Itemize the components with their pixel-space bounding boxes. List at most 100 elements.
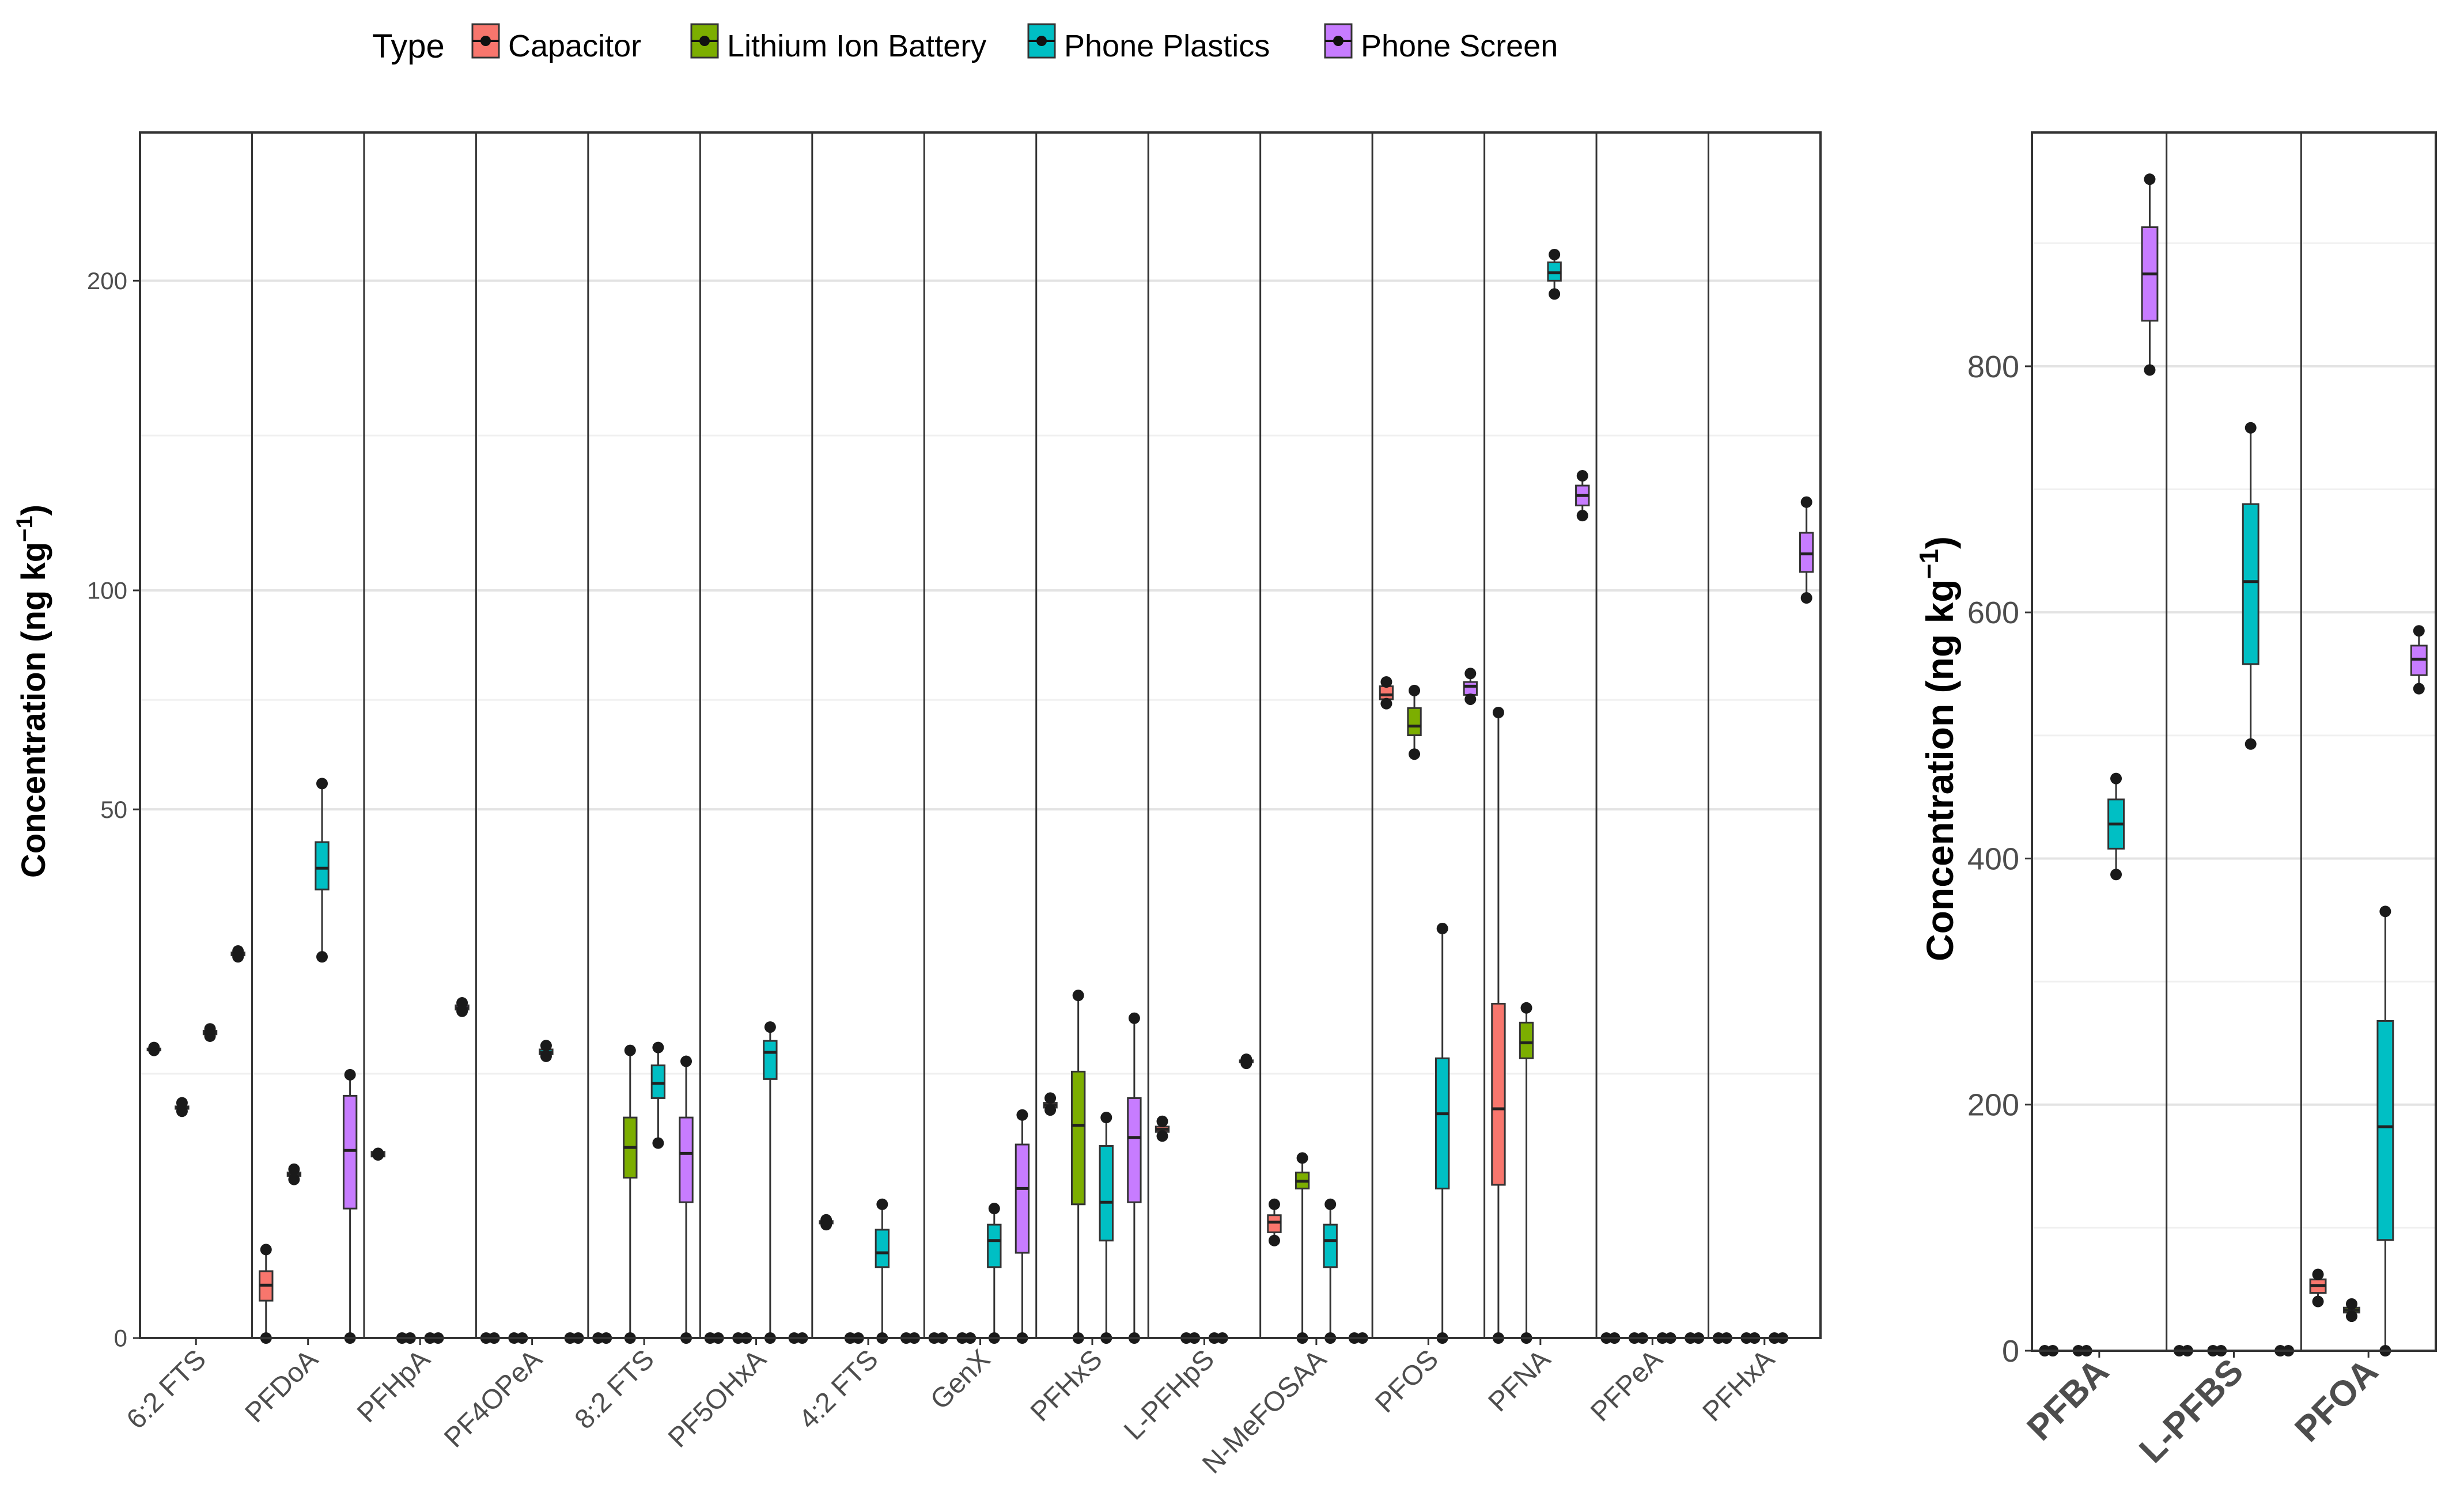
x-tick-label-8-2-fts: 8:2 FTS bbox=[569, 1344, 660, 1435]
data-point bbox=[176, 1105, 188, 1117]
data-point bbox=[316, 778, 328, 790]
box-body bbox=[1267, 1214, 1282, 1233]
box-l-pfhps-phone-screen bbox=[1239, 1054, 1254, 1070]
plot-background bbox=[2032, 132, 2436, 1351]
legend-key-point bbox=[699, 36, 710, 46]
y-axis-title-right-sup: −1 bbox=[1914, 549, 1944, 579]
box-body bbox=[650, 1064, 666, 1099]
data-point bbox=[316, 951, 328, 963]
box-pfba-phone-plastics bbox=[2107, 772, 2125, 881]
box-pfoa-lithium-ion-battery bbox=[2343, 1298, 2360, 1322]
box-8-2-fts-phone-plastics bbox=[650, 1041, 666, 1149]
box-pfdoa-capacitor bbox=[259, 1244, 274, 1344]
box-body bbox=[1070, 1070, 1086, 1206]
data-point bbox=[1268, 1198, 1280, 1210]
data-point bbox=[1576, 470, 1588, 482]
x-tick-label-l-pfhps: L-PFHpS bbox=[1118, 1344, 1220, 1446]
data-point bbox=[1464, 668, 1477, 680]
box-pfna-lithium-ion-battery bbox=[1519, 1002, 1534, 1344]
data-point bbox=[1044, 1104, 1057, 1116]
x-tick-label-pfpea: PFPeA bbox=[1585, 1344, 1668, 1427]
box-8-2-fts-lithium-ion-battery bbox=[623, 1044, 638, 1344]
box-pfna-phone-screen bbox=[1575, 470, 1590, 522]
data-point bbox=[372, 1147, 384, 1159]
right-panel: 0 200 400 600 800 PFBA L-PFBS PFOA bbox=[1967, 131, 2437, 1471]
box-body bbox=[2376, 1020, 2394, 1241]
x-tick-label-pfhxa: PFHxA bbox=[1697, 1344, 1781, 1427]
data-point bbox=[1016, 1109, 1028, 1121]
data-point bbox=[764, 1021, 776, 1033]
data-point bbox=[2312, 1295, 2324, 1308]
y-tick-label: 0 bbox=[2002, 1334, 2019, 1369]
x-tick-label-pfhpa: PFHpA bbox=[351, 1344, 436, 1428]
data-point bbox=[148, 1041, 160, 1054]
data-point bbox=[2144, 364, 2156, 376]
y-tick-label: 0 bbox=[114, 1325, 127, 1352]
data-point bbox=[1409, 748, 1421, 760]
box-8-2-fts-phone-screen bbox=[679, 1055, 694, 1344]
data-point bbox=[2245, 738, 2257, 750]
data-point bbox=[456, 1005, 468, 1017]
box-4-2-fts-phone-plastics bbox=[875, 1198, 890, 1344]
data-point bbox=[2379, 905, 2391, 918]
x-tick-label-6-2-fts: 6:2 FTS bbox=[121, 1344, 212, 1435]
data-point bbox=[1156, 1130, 1168, 1142]
box-body bbox=[1323, 1223, 1338, 1268]
data-point bbox=[260, 1244, 272, 1256]
data-point bbox=[1156, 1115, 1168, 1127]
box-body bbox=[679, 1116, 694, 1203]
box-pfos-phone-plastics bbox=[1435, 923, 1450, 1344]
box-pfdoa-phone-screen bbox=[342, 1068, 358, 1344]
legend-label-phone-plastics: Phone Plastics bbox=[1064, 29, 1270, 63]
data-point bbox=[1549, 288, 1561, 300]
data-point bbox=[2245, 422, 2257, 434]
x-tick-label-pfdoa: PFDoA bbox=[240, 1344, 324, 1428]
x-tick-label-pfna: PFNA bbox=[1483, 1344, 1557, 1418]
box-body bbox=[1407, 707, 1422, 737]
box-pfos-phone-screen bbox=[1463, 668, 1478, 705]
y-tick-label: 400 bbox=[1967, 842, 2019, 876]
box-pfhpa-capacitor bbox=[370, 1147, 385, 1161]
box-body bbox=[1519, 1021, 1534, 1059]
data-point bbox=[1464, 693, 1477, 705]
y-axis-title-left-main: Concentration (ng kg bbox=[15, 542, 52, 878]
x-tick-label-pfos: PFOS bbox=[1369, 1344, 1444, 1419]
box-body bbox=[763, 1040, 778, 1080]
y-tick-label: 50 bbox=[100, 796, 127, 823]
box-body bbox=[875, 1229, 890, 1268]
box-pfoa-phone-plastics bbox=[2376, 905, 2394, 1356]
data-point bbox=[540, 1040, 552, 1052]
x-tick-label-l-pfbs: L-PFBS bbox=[2132, 1351, 2251, 1471]
data-point bbox=[680, 1055, 692, 1067]
data-point bbox=[2144, 173, 2156, 185]
data-point bbox=[2413, 683, 2425, 695]
legend-title: Type bbox=[372, 28, 445, 65]
data-point bbox=[288, 1163, 300, 1175]
x-tick-label-pf4opea: PF4OPeA bbox=[438, 1344, 548, 1453]
data-point bbox=[1072, 990, 1084, 1002]
box-body bbox=[1491, 1003, 1506, 1186]
box-pfoa-capacitor bbox=[2309, 1268, 2327, 1308]
data-point bbox=[176, 1097, 188, 1109]
box-body bbox=[1099, 1145, 1114, 1242]
data-point bbox=[624, 1044, 636, 1056]
box-pfhxs-lithium-ion-battery bbox=[1070, 990, 1086, 1344]
data-point bbox=[1492, 706, 1504, 718]
y-axis-title-left: Concentration (ng kg−1) bbox=[12, 505, 52, 878]
y-axis-title-right-close: ) bbox=[1918, 536, 1961, 549]
data-point bbox=[1800, 496, 1812, 508]
box-pf4opea-phone-plastics bbox=[539, 1040, 554, 1062]
y-tick-label: 600 bbox=[1967, 596, 2019, 630]
data-point bbox=[1296, 1152, 1308, 1164]
legend-item-phone-plastics: Phone Plastics bbox=[1027, 23, 1270, 63]
data-point bbox=[1520, 1002, 1532, 1014]
x-tick-label-pfba: PFBA bbox=[2020, 1351, 2117, 1448]
data-point bbox=[288, 1173, 300, 1185]
x-tick-label-4-2-fts: 4:2 FTS bbox=[793, 1344, 884, 1435]
box-n-mefosaa-capacitor bbox=[1267, 1198, 1282, 1246]
plot-background bbox=[140, 132, 1820, 1338]
box-pfdoa-lithium-ion-battery bbox=[286, 1163, 302, 1185]
legend-key-point bbox=[1036, 36, 1047, 46]
y-tick-label: 200 bbox=[87, 267, 127, 294]
x-tick-label-pf5ohxa: PF5OHxA bbox=[663, 1344, 772, 1453]
